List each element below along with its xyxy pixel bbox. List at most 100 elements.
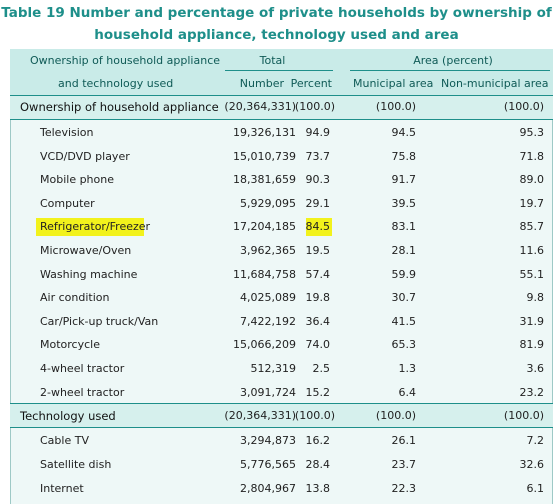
row-non-municipal: 71.8: [519, 149, 545, 163]
row-municipal: 22.3: [391, 482, 417, 495]
row-label: Cable TV: [40, 434, 89, 447]
row-non-municipal: 23.2: [519, 385, 545, 399]
row-number: 15,066,209: [233, 338, 296, 352]
section-label: Ownership of household appliance: [20, 100, 219, 114]
section-municipal: (100.0): [375, 100, 416, 113]
row-municipal: 30.7: [391, 291, 417, 305]
row-number: 11,684,758: [233, 267, 296, 281]
section-percent: (100.0): [294, 100, 335, 113]
row-municipal: 59.9: [391, 267, 417, 281]
row-number: 17,204,185: [233, 220, 296, 234]
row-number: 15,010,739: [233, 149, 296, 163]
title-line-2: household appliance, technology used and…: [94, 27, 459, 43]
header-municipal: Municipal area: [353, 77, 434, 90]
row-municipal: 94.5: [391, 126, 417, 139]
row-number: 5,776,565: [240, 458, 296, 471]
section-non-municipal: (100.0): [503, 100, 544, 113]
section-rule: [10, 119, 553, 120]
header-non-municipal: Non-municipal area: [441, 77, 549, 90]
header-percent: Percent: [290, 77, 332, 90]
header-area-rule: [350, 70, 550, 71]
section-number: (20,364,331): [224, 100, 296, 113]
section-municipal: (100.0): [375, 409, 416, 422]
row-municipal: 91.7: [391, 173, 417, 187]
row-non-municipal: 9.8: [526, 291, 545, 305]
highlight-refrigerator-percent: [306, 218, 332, 236]
row-non-municipal: 81.9: [519, 338, 545, 352]
row-non-municipal: 3.6: [526, 362, 545, 375]
highlight-refrigerator-label: [36, 218, 144, 236]
row-percent: 90.3: [305, 173, 331, 187]
row-non-municipal: 7.2: [526, 434, 545, 447]
row-municipal: 41.5: [391, 314, 417, 328]
row-non-municipal: 95.3: [519, 126, 545, 139]
section-band: [10, 404, 553, 427]
row-municipal: 39.5: [391, 196, 417, 210]
row-percent: 84.5: [305, 220, 331, 234]
section-band: [10, 96, 553, 119]
row-label: Computer: [40, 196, 95, 210]
row-municipal: 26.1: [391, 434, 417, 447]
row-number: 5,929,095: [240, 196, 296, 210]
row-percent: 2.5: [312, 362, 331, 375]
row-percent: 28.4: [305, 458, 331, 471]
table-header: [10, 49, 553, 96]
row-percent: 19.8: [305, 291, 331, 305]
row-label: Television: [40, 126, 94, 139]
row-municipal: 83.1: [391, 220, 417, 234]
row-percent: 94.9: [305, 126, 331, 139]
row-percent: 36.4: [305, 314, 331, 328]
row-label: Refrigerator/Freezer: [40, 220, 151, 234]
row-label: VCD/DVD player: [40, 149, 130, 163]
section-non-municipal: (100.0): [503, 409, 544, 422]
row-label: Internet: [40, 482, 84, 495]
row-non-municipal: 19.7: [519, 196, 545, 210]
row-number: 2,804,967: [240, 482, 296, 495]
row-municipal: 65.3: [391, 338, 417, 352]
row-number: 512,319: [250, 362, 297, 375]
row-number: 18,381,659: [233, 173, 296, 187]
row-municipal: 28.1: [391, 244, 417, 257]
row-percent: 57.4: [305, 267, 331, 281]
row-number: 4,025,089: [240, 291, 296, 305]
title-line-1: Table 19 Number and percentage of privat…: [1, 5, 552, 21]
row-non-municipal: 85.7: [519, 220, 545, 234]
section-rule: [10, 403, 553, 404]
row-label: 2-wheel tractor: [40, 385, 125, 399]
header-col1-line1: Ownership of household appliance: [30, 54, 221, 67]
row-number: 3,091,724: [240, 385, 296, 399]
row-municipal: 6.4: [398, 385, 417, 399]
row-label: Air condition: [40, 291, 110, 305]
row-municipal: 23.7: [391, 458, 417, 471]
section-rule: [10, 427, 553, 428]
row-label: Mobile phone: [40, 173, 115, 187]
row-label: Washing machine: [40, 267, 138, 281]
row-municipal: 75.8: [391, 149, 417, 163]
row-percent: 73.7: [305, 149, 331, 163]
row-non-municipal: 31.9: [519, 314, 545, 328]
row-percent: 16.2: [305, 434, 331, 447]
row-percent: 29.1: [305, 196, 331, 210]
row-number: 19,326,131: [233, 126, 296, 139]
row-municipal: 1.3: [398, 362, 417, 375]
section-number: (20,364,331): [224, 409, 296, 422]
header-area: Area (percent): [413, 54, 493, 67]
row-non-municipal: 6.1: [526, 482, 545, 495]
row-percent: 74.0: [305, 338, 331, 352]
section-percent: (100.0): [294, 409, 335, 422]
row-percent: 15.2: [305, 385, 331, 399]
table-body-background: [10, 49, 553, 504]
row-number: 3,962,365: [240, 244, 296, 257]
row-number: 3,294,873: [240, 434, 296, 447]
header-total: Total: [259, 54, 286, 67]
header-col1-line2: and technology used: [58, 77, 174, 90]
row-label: Satellite dish: [40, 458, 112, 471]
row-number: 7,422,192: [240, 314, 296, 328]
row-label: Microwave/Oven: [40, 244, 132, 257]
section-label: Technology used: [20, 409, 116, 423]
row-non-municipal: 55.1: [519, 267, 545, 281]
row-non-municipal: 89.0: [519, 173, 545, 187]
row-label: 4-wheel tractor: [40, 362, 125, 375]
row-percent: 19.5: [305, 244, 331, 257]
header-total-rule: [225, 70, 333, 71]
